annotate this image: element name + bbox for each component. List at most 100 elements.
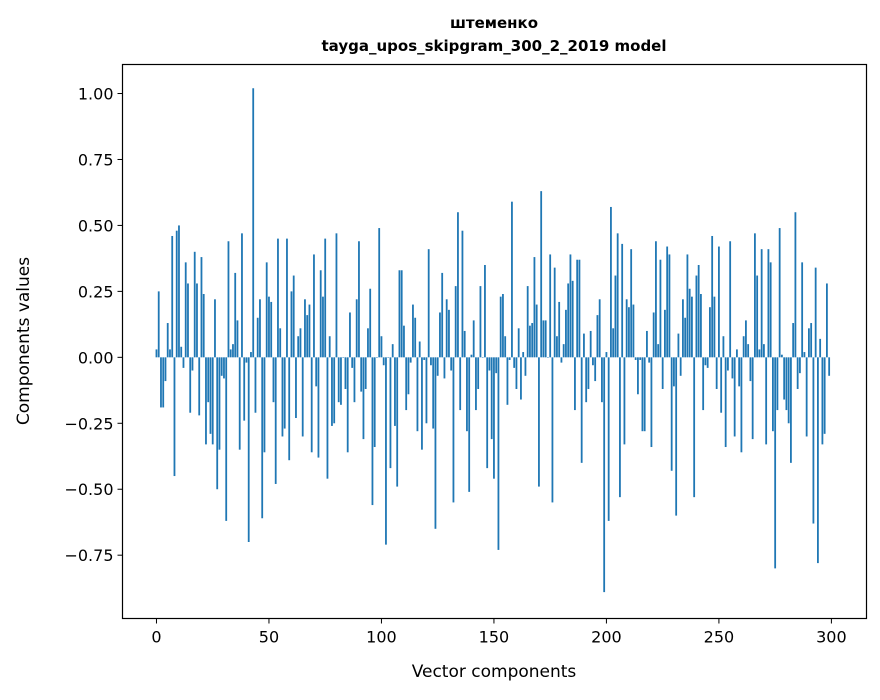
bar bbox=[520, 357, 522, 400]
bar bbox=[812, 357, 815, 524]
bar bbox=[693, 357, 696, 498]
bar bbox=[160, 357, 162, 408]
bar bbox=[304, 299, 306, 358]
x-tick-label: 150 bbox=[479, 628, 510, 647]
bar bbox=[700, 294, 702, 358]
x-axis-label: Vector components bbox=[412, 662, 577, 682]
bar bbox=[769, 262, 772, 358]
bar bbox=[583, 333, 585, 358]
bar bbox=[720, 357, 723, 413]
bar bbox=[216, 357, 219, 490]
bar bbox=[477, 357, 480, 389]
bar bbox=[619, 357, 621, 498]
bar bbox=[286, 238, 288, 358]
bar bbox=[686, 254, 689, 358]
bar bbox=[461, 230, 464, 358]
bar bbox=[283, 357, 286, 429]
bar bbox=[652, 312, 655, 358]
bar bbox=[801, 262, 804, 358]
y-axis-label: Components values bbox=[14, 257, 34, 425]
bar bbox=[317, 357, 320, 458]
bar bbox=[371, 357, 374, 506]
bar bbox=[819, 338, 822, 358]
x-axis-ticks: 0 50 100 150 200 250 300 bbox=[151, 618, 847, 647]
bar bbox=[648, 357, 651, 363]
bar bbox=[778, 228, 781, 358]
bar bbox=[405, 357, 408, 411]
bar bbox=[506, 357, 509, 405]
bar bbox=[547, 357, 549, 358]
bar bbox=[614, 275, 617, 358]
bar bbox=[736, 349, 738, 358]
bar bbox=[661, 357, 664, 389]
bar bbox=[367, 328, 369, 358]
bar bbox=[218, 357, 221, 450]
bar bbox=[639, 357, 642, 360]
bar bbox=[796, 357, 799, 389]
bar bbox=[727, 357, 729, 371]
bar bbox=[535, 304, 538, 358]
bar bbox=[313, 254, 315, 358]
bar bbox=[544, 320, 547, 358]
bar bbox=[562, 344, 565, 358]
bar bbox=[454, 286, 457, 358]
bar bbox=[166, 323, 169, 358]
bar bbox=[790, 357, 792, 463]
bar bbox=[684, 317, 687, 358]
bar bbox=[756, 275, 759, 358]
bar bbox=[432, 357, 435, 429]
bar bbox=[434, 357, 437, 529]
bar bbox=[715, 357, 718, 389]
bar bbox=[427, 249, 430, 358]
y-tick-label: 0.50 bbox=[78, 216, 114, 235]
bar bbox=[805, 357, 808, 437]
bar bbox=[513, 357, 516, 368]
bar bbox=[155, 349, 158, 358]
bar bbox=[268, 296, 270, 358]
bar bbox=[340, 357, 342, 405]
bar bbox=[499, 296, 502, 358]
bar bbox=[742, 336, 745, 358]
bar bbox=[436, 357, 439, 376]
bar bbox=[261, 357, 264, 519]
chart-title: штеменко bbox=[450, 14, 538, 32]
bar bbox=[351, 357, 354, 368]
bar bbox=[342, 357, 345, 358]
bar bbox=[578, 259, 581, 358]
y-axis-ticks: −0.75 −0.50 −0.25 0.00 0.25 0.50 0.75 1.00 bbox=[64, 85, 123, 565]
bar bbox=[587, 357, 590, 389]
bar bbox=[668, 254, 671, 358]
bar bbox=[389, 357, 392, 469]
bar bbox=[472, 320, 475, 358]
bar bbox=[220, 357, 223, 376]
chart-subtitle: tayga_upos_skipgram_300_2_2019 model bbox=[322, 37, 667, 55]
bar bbox=[450, 357, 453, 371]
bar bbox=[810, 323, 813, 358]
bar bbox=[774, 357, 777, 569]
bar bbox=[706, 357, 709, 368]
bar bbox=[787, 357, 790, 424]
bar bbox=[470, 354, 473, 358]
bar bbox=[529, 325, 531, 358]
bar bbox=[423, 357, 426, 360]
bar bbox=[441, 272, 444, 358]
bar bbox=[758, 349, 761, 358]
bar bbox=[616, 233, 619, 358]
bar bbox=[394, 357, 396, 426]
bar bbox=[430, 357, 432, 366]
bar bbox=[765, 357, 768, 445]
bar bbox=[376, 357, 378, 358]
bar bbox=[515, 357, 518, 389]
bar bbox=[171, 235, 174, 358]
bar bbox=[324, 238, 327, 358]
bar bbox=[814, 267, 817, 358]
bar bbox=[175, 230, 178, 358]
bar bbox=[799, 357, 801, 374]
bar bbox=[396, 357, 399, 487]
bar bbox=[162, 357, 165, 408]
bar bbox=[484, 264, 486, 358]
y-tick-label: 0.75 bbox=[78, 150, 114, 169]
bar bbox=[214, 299, 216, 358]
bar bbox=[387, 357, 390, 358]
bar bbox=[767, 249, 770, 358]
